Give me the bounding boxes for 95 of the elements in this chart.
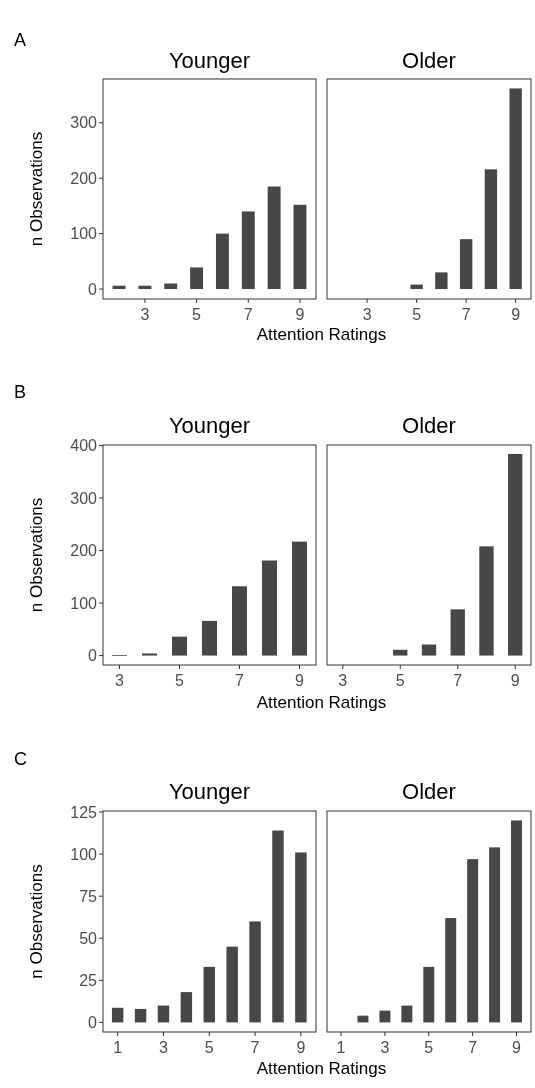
bar	[157, 1005, 170, 1023]
chart-title: Younger	[168, 413, 251, 438]
y-tick-label: 0	[88, 647, 98, 665]
x-tick-label: 5	[204, 1039, 214, 1056]
x-tick-label: 7	[461, 306, 471, 323]
x-tick-label: 9	[512, 1039, 522, 1056]
y-tick-label: 25	[79, 971, 98, 989]
bar	[423, 966, 435, 1023]
y-tick-label: 0	[88, 1014, 98, 1032]
text: A	[14, 30, 27, 50]
x-tick-label: 9	[510, 672, 520, 689]
text: C	[14, 749, 27, 769]
x-tick-label: 3	[159, 1039, 169, 1056]
x-axis-title: Attention Ratings	[256, 693, 387, 712]
bar	[180, 992, 193, 1023]
x-tick-label: 5	[424, 1039, 434, 1056]
bar	[241, 211, 255, 290]
bar	[450, 609, 465, 656]
bar	[164, 283, 178, 290]
x-tick-label: 3	[362, 306, 372, 323]
bar	[459, 239, 473, 290]
bar	[272, 830, 284, 1023]
bar	[134, 1008, 147, 1023]
x-tick-label: 7	[250, 1039, 260, 1056]
y-tick-label: 125	[70, 803, 98, 821]
chart-title: Older	[402, 48, 456, 73]
bar	[511, 820, 523, 1023]
bar	[484, 169, 498, 290]
x-tick-label: 7	[468, 1039, 478, 1056]
x-tick-label: 5	[395, 672, 405, 689]
x-tick-label: 7	[453, 672, 463, 689]
x-tick-label: 9	[295, 306, 305, 323]
y-axis-title: n Observations	[27, 497, 46, 613]
x-tick-label: 5	[175, 672, 185, 689]
y-tick-label: 400	[70, 437, 98, 455]
bar	[293, 204, 307, 290]
bar	[508, 453, 523, 656]
bar	[393, 649, 408, 656]
x-tick-label: 7	[235, 672, 245, 689]
bar	[226, 946, 238, 1023]
bar	[489, 847, 501, 1023]
bar	[509, 88, 522, 290]
y-tick-label: 300	[70, 114, 98, 132]
bar	[401, 1005, 413, 1023]
y-tick-label: 0	[88, 280, 98, 298]
bar	[410, 284, 423, 290]
bar	[138, 285, 152, 290]
x-tick-label: 9	[511, 306, 521, 323]
bar	[142, 653, 157, 656]
bar	[232, 586, 247, 656]
x-tick-label: 3	[380, 1039, 390, 1056]
y-tick-label: 75	[79, 887, 98, 905]
bar	[445, 918, 457, 1023]
chart-title: Older	[402, 413, 456, 438]
bar	[203, 966, 215, 1023]
bar	[421, 644, 437, 656]
bar	[435, 272, 448, 290]
y-axis-title: n Observations	[27, 131, 46, 247]
x-tick-label: 5	[412, 306, 422, 323]
x-tick-label: 9	[296, 1039, 306, 1056]
y-tick-label: 100	[70, 594, 98, 612]
bar	[467, 859, 479, 1023]
x-tick-label: 3	[115, 672, 125, 689]
chart-title: Younger	[168, 48, 251, 73]
x-tick-label: 1	[113, 1039, 123, 1056]
bar	[111, 1007, 124, 1023]
bar	[479, 546, 494, 656]
x-tick-label: 3	[140, 306, 150, 323]
y-tick-label: 200	[70, 542, 98, 560]
bar	[267, 186, 281, 290]
y-tick-label: 300	[70, 489, 98, 507]
x-tick-label: 5	[192, 306, 202, 323]
bar	[190, 267, 204, 290]
x-axis-title: Attention Ratings	[256, 1059, 387, 1078]
y-tick-label: 200	[70, 169, 98, 187]
bar	[202, 620, 217, 656]
bar	[215, 233, 229, 290]
chart-title: Younger	[168, 779, 251, 804]
x-tick-label: 1	[336, 1039, 346, 1056]
bar	[292, 541, 307, 656]
x-tick-label: 3	[338, 672, 348, 689]
bar	[262, 560, 277, 656]
bar	[249, 921, 261, 1023]
x-axis-title: Attention Ratings	[256, 325, 387, 344]
y-tick-label: 50	[79, 929, 98, 947]
bar	[295, 852, 307, 1023]
bar	[172, 636, 187, 656]
y-tick-label: 100	[70, 845, 98, 863]
y-axis-title: n Observations	[27, 864, 46, 979]
chart-title: Older	[402, 779, 456, 804]
x-tick-label: 7	[243, 306, 253, 323]
x-tick-label: 9	[295, 672, 305, 689]
y-tick-label: 100	[70, 225, 98, 243]
bar	[379, 1010, 391, 1023]
text: B	[14, 382, 27, 402]
